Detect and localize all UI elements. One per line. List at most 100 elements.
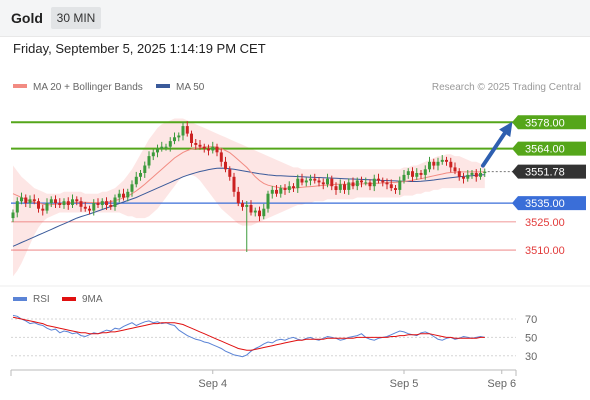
watermark-text: Research © 2025 Trading Central [432, 82, 581, 93]
candle-body-109 [474, 173, 478, 177]
candle-body-4 [28, 199, 32, 204]
forecast-arrow [481, 121, 513, 168]
candle-body-19 [92, 203, 96, 211]
legend-ma20-label: MA 20 + Bollinger Bands [33, 82, 143, 93]
candle-body-13 [66, 201, 70, 205]
candle-body-37 [168, 141, 172, 147]
candle-body-31 [143, 165, 147, 173]
candle-body-12 [62, 201, 66, 205]
candle-body-94 [411, 171, 414, 177]
candle-body-45 [202, 146, 206, 149]
candle-body-67 [296, 178, 300, 189]
candle-body-28 [130, 184, 134, 192]
candle-body-15 [75, 199, 79, 202]
price-tag-bg-2 [512, 164, 586, 179]
candle-body-68 [300, 178, 304, 183]
candle-body-1 [15, 201, 19, 213]
candle-body-43 [194, 143, 198, 145]
rsi-tick-label-70: 70 [525, 314, 537, 326]
candle-body-39 [177, 135, 181, 138]
forecast-arrow-head [499, 121, 513, 138]
candle-body-85 [372, 178, 376, 187]
candle-body-110 [479, 173, 482, 177]
candle-body-42 [190, 133, 193, 143]
candlesticks [11, 121, 487, 252]
legend-swatch-ma50 [156, 84, 170, 88]
candle-body-93 [406, 171, 410, 175]
candle-body-72 [317, 180, 321, 183]
candle-body-34 [156, 148, 159, 153]
candle-body-108 [470, 173, 474, 175]
candle-body-60 [266, 193, 270, 209]
rsi-tick-label-30: 30 [525, 351, 537, 363]
chart-datetime: Friday, September 5, 2025 1:14:19 PM CET [13, 41, 266, 56]
forecast-arrow-shaft [481, 126, 510, 168]
candle-body-51 [228, 169, 232, 177]
candle-body-38 [173, 137, 176, 142]
candle-body-7 [41, 208, 45, 211]
candle-body-44 [198, 144, 202, 147]
price-tag-label-2: 3551.78 [525, 167, 565, 179]
candle-body-89 [389, 184, 393, 189]
candle-body-16 [79, 201, 83, 207]
candle-body-81 [355, 180, 359, 187]
candle-body-98 [428, 161, 431, 170]
candle-body-73 [321, 182, 325, 185]
candle-body-23 [109, 205, 113, 207]
candle-body-103 [449, 161, 453, 168]
timeframe-badge[interactable]: 30 MIN [51, 7, 101, 29]
candle-body-76 [334, 186, 338, 190]
legend-swatch-rsi [13, 297, 27, 301]
candle-body-40 [181, 126, 185, 136]
candle-body-27 [126, 191, 130, 198]
candle-body-63 [279, 188, 283, 194]
candle-body-111 [483, 171, 487, 174]
candle-body-106 [462, 176, 465, 179]
candle-body-18 [88, 208, 91, 211]
candle-body-32 [147, 156, 151, 166]
candle-body-97 [423, 169, 427, 175]
candle-body-52 [232, 176, 236, 192]
price-tag-label-0: 3578.00 [525, 117, 565, 129]
candle-body-74 [326, 178, 329, 185]
candle-body-104 [453, 167, 457, 172]
candle-body-88 [385, 182, 389, 185]
candle-body-83 [364, 182, 368, 184]
legend-ma50-label: MA 50 [176, 82, 205, 93]
candle-body-46 [207, 148, 210, 151]
candle-body-78 [343, 184, 346, 190]
candle-body-102 [445, 159, 448, 162]
candle-body-79 [347, 182, 351, 190]
candle-body-91 [398, 180, 402, 190]
candle-body-62 [275, 189, 278, 194]
candle-body-69 [304, 180, 308, 183]
legend-rsi-label: RSI [33, 294, 50, 305]
instrument-name: Gold [11, 10, 43, 26]
candle-body-56 [249, 205, 253, 213]
candle-body-47 [211, 146, 215, 151]
candle-body-64 [283, 188, 287, 190]
price-level-label-4: 3525.00 [525, 217, 565, 229]
candle-body-26 [122, 193, 125, 198]
candle-body-8 [45, 203, 49, 211]
candle-body-55 [245, 205, 249, 207]
price-tags: 3578.00 3564.00 3551.78 3535.00 3525.00 3510.… [512, 115, 586, 257]
candle-body-105 [457, 171, 461, 177]
candle-body-17 [83, 206, 87, 209]
candle-body-86 [377, 178, 380, 181]
rsi-tick-label-50: 50 [525, 332, 537, 344]
candle-body-22 [105, 201, 108, 205]
candle-body-92 [402, 174, 406, 181]
candle-body-49 [219, 152, 223, 162]
candle-body-2 [20, 197, 23, 202]
candle-body-11 [58, 203, 62, 205]
candle-body-20 [96, 203, 100, 205]
candle-body-6 [37, 201, 40, 209]
price-levels [11, 121, 516, 251]
price-level-label-5: 3510.00 [525, 245, 565, 257]
candle-body-54 [241, 203, 244, 207]
ma20-line [12, 146, 485, 206]
candle-body-59 [262, 208, 266, 217]
